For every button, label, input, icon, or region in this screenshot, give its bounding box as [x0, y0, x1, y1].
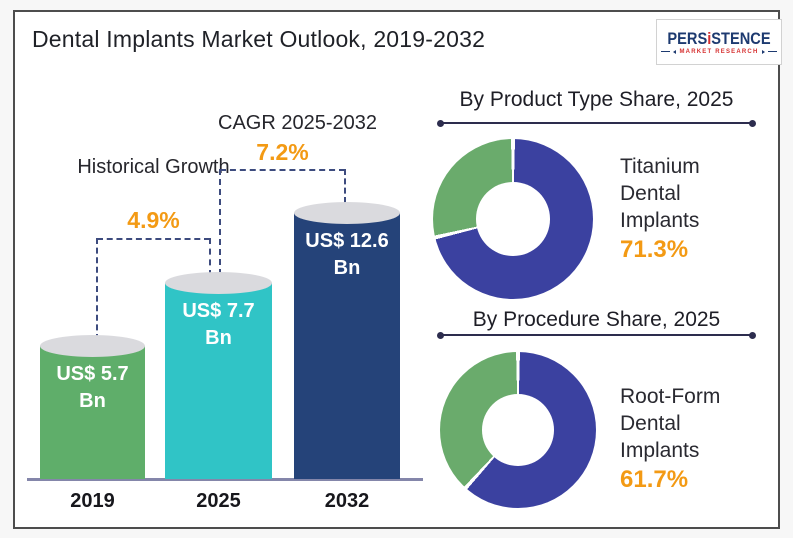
- bar-2019: US$ 5.7 Bn: [40, 335, 145, 479]
- bar-value-2019: US$ 5.7 Bn: [40, 361, 145, 415]
- logo-brand-post: STENCE: [711, 28, 771, 48]
- product-type-donut-chart: [433, 139, 593, 299]
- x-tick-2032: 2032: [324, 490, 370, 512]
- dashed-connector-cagr-left: [219, 169, 221, 275]
- procedure-heading: By Procedure Share, 2025: [472, 308, 721, 331]
- logo-brand-pre: PERS: [667, 28, 708, 48]
- arrow-left-icon: [673, 49, 677, 54]
- procedure-donut-chart: [440, 352, 596, 508]
- bar-2032: US$ 12.6 Bn: [294, 202, 400, 479]
- dashed-connector-cagr-right: [344, 169, 346, 203]
- historical-growth-label: Historical Growth: [77, 156, 230, 178]
- cylinder-cap: [165, 272, 272, 294]
- page-title: Dental Implants Market Outlook, 2019-203…: [32, 26, 486, 52]
- cagr-label: CAGR 2025-2032: [218, 112, 377, 134]
- donut-hole: [476, 182, 550, 256]
- dashed-connector-historical-horizontal: [97, 238, 210, 240]
- cylinder-cap: [294, 202, 400, 224]
- product-type-callout-label: Titanium Dental Implants: [620, 155, 700, 232]
- procedure-callout: Root-Form Dental Implants 61.7%: [620, 383, 742, 493]
- bar-value-line1: US$ 7.7: [182, 300, 255, 322]
- cagr-value: 7.2%: [256, 139, 309, 165]
- bar-value-2032: US$ 12.6 Bn: [294, 228, 400, 282]
- x-tick-2019: 2019: [70, 490, 115, 512]
- persistence-logo: PERSiSTENCE MARKET RESEARCH: [656, 19, 782, 65]
- cylinder-body: [165, 283, 272, 479]
- bar-value-line2: Bn: [333, 257, 361, 279]
- donut-hole: [482, 394, 554, 466]
- product-type-heading: By Product Type Share, 2025: [459, 88, 734, 111]
- logo-brand-text: PERSiSTENCE: [667, 28, 771, 48]
- bar-value-line2: Bn: [205, 327, 232, 349]
- procedure-divider: [437, 331, 756, 339]
- historical-growth-value: 4.9%: [127, 207, 180, 233]
- logo-tagline-row: MARKET RESEARCH: [661, 48, 777, 55]
- dashed-connector-cagr-horizontal: [220, 169, 345, 171]
- logo-tagline-rule-right: [767, 51, 777, 52]
- logo-brand-i: i: [707, 28, 712, 48]
- cylinder-cap: [40, 335, 145, 357]
- bar-2025: US$ 7.7 Bn: [165, 272, 272, 479]
- cylinder-body: [40, 346, 145, 479]
- bar-value-2025: US$ 7.7 Bn: [165, 298, 272, 352]
- x-axis-baseline: [27, 478, 423, 481]
- cylinder-body: [294, 213, 400, 479]
- x-tick-2025: 2025: [196, 490, 241, 512]
- bar-value-line1: US$ 12.6: [305, 230, 389, 252]
- arrow-right-icon: [761, 49, 765, 54]
- product-type-callout-value: 71.3%: [620, 236, 689, 263]
- logo-tagline: MARKET RESEARCH: [679, 48, 759, 55]
- product-type-divider: [437, 119, 756, 127]
- procedure-callout-label: Root-Form Dental Implants: [620, 385, 721, 462]
- bar-value-line2: Bn: [79, 390, 106, 412]
- bar-value-line1: US$ 5.7: [56, 363, 129, 385]
- dashed-connector-historical-left: [96, 238, 98, 340]
- infographic-card: Dental Implants Market Outlook, 2019-203…: [13, 10, 782, 529]
- procedure-callout-value: 61.7%: [620, 466, 689, 493]
- dashed-connector-historical-right: [209, 238, 211, 276]
- logo-tagline-rule-left: [661, 51, 671, 52]
- product-type-callout: Titanium Dental Implants 71.3%: [620, 153, 742, 263]
